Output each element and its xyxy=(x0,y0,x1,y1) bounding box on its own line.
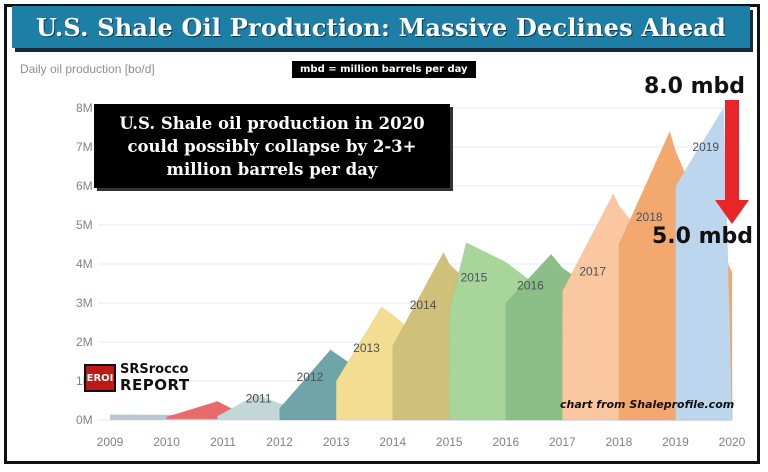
x-tick-label: 2016 xyxy=(492,435,519,449)
decline-arrow-head xyxy=(715,200,749,224)
series-label-2014: 2014 xyxy=(410,298,437,312)
x-tick-label: 2010 xyxy=(153,435,180,449)
series-label-2019: 2019 xyxy=(692,140,719,154)
source-credit: chart from Shaleprofile.com xyxy=(560,398,735,411)
title-banner: U.S. Shale Oil Production: Massive Decli… xyxy=(12,6,750,48)
x-tick-label: 2017 xyxy=(549,435,576,449)
production-areas xyxy=(110,107,733,421)
y-tick-label: 6M xyxy=(76,179,93,193)
series-label-2015: 2015 xyxy=(461,271,488,285)
y-tick-label: 3M xyxy=(76,296,93,310)
decline-annotation: 5.0 mbd xyxy=(652,224,754,249)
y-tick-label: 2M xyxy=(76,335,93,349)
x-tick-label: 2011 xyxy=(210,435,236,449)
y-tick-label: 4M xyxy=(76,257,93,271)
y-axis-title: Daily oil production [bo/d] xyxy=(20,62,155,76)
y-tick-label: 5M xyxy=(76,218,93,232)
series-label-2012: 2012 xyxy=(297,370,324,384)
series-label-2013: 2013 xyxy=(353,341,380,355)
decline-arrow xyxy=(715,100,749,224)
series-label-2018: 2018 xyxy=(636,210,663,224)
y-tick-label: 8M xyxy=(76,101,93,115)
chart-title: U.S. Shale Oil Production: Massive Decli… xyxy=(35,12,727,42)
series-labels: 2011 2012 2013 2014 2015 2016 2017 2018 2019 xyxy=(246,140,720,406)
logo-top-text: SRSrocco xyxy=(120,362,189,377)
peak-annotation: 8.0 mbd xyxy=(644,74,746,99)
x-tick-label: 2012 xyxy=(266,435,293,449)
units-note: mbd = million barrels per day xyxy=(292,61,476,78)
series-label-2016: 2016 xyxy=(517,278,544,292)
x-tick-label: 2009 xyxy=(97,435,124,449)
callout-line-1: U.S. Shale oil production in 2020 xyxy=(119,113,425,133)
series-label-2017: 2017 xyxy=(579,265,606,279)
collapse-callout: U.S. Shale oil production in 2020 could … xyxy=(94,104,450,188)
x-tick-label: 2013 xyxy=(323,435,350,449)
x-tick-label: 2014 xyxy=(379,435,406,449)
y-tick-label: 7M xyxy=(76,140,93,154)
x-tick-label: 2018 xyxy=(606,435,633,449)
x-tick-label: 2015 xyxy=(436,435,463,449)
series-label-2011: 2011 xyxy=(246,391,272,405)
x-tick-label: 2019 xyxy=(662,435,689,449)
eroi-badge: EROI xyxy=(84,364,116,392)
area-2019 xyxy=(675,107,733,421)
srsrocco-logo: EROI SRSrocco REPORT xyxy=(84,362,214,394)
decline-arrow-shaft xyxy=(725,100,739,204)
x-axis-ticks: 2009 2010 2011 2012 2013 2014 2015 2016 2017 2018… xyxy=(97,435,746,449)
y-tick-label: 0M xyxy=(76,413,93,427)
callout-line-3: million barrels per day xyxy=(166,159,378,179)
callout-line-2: could possibly collapse by 2-3+ xyxy=(127,136,417,156)
x-tick-label: 2020 xyxy=(719,435,746,449)
logo-bottom-text: REPORT xyxy=(120,376,190,394)
